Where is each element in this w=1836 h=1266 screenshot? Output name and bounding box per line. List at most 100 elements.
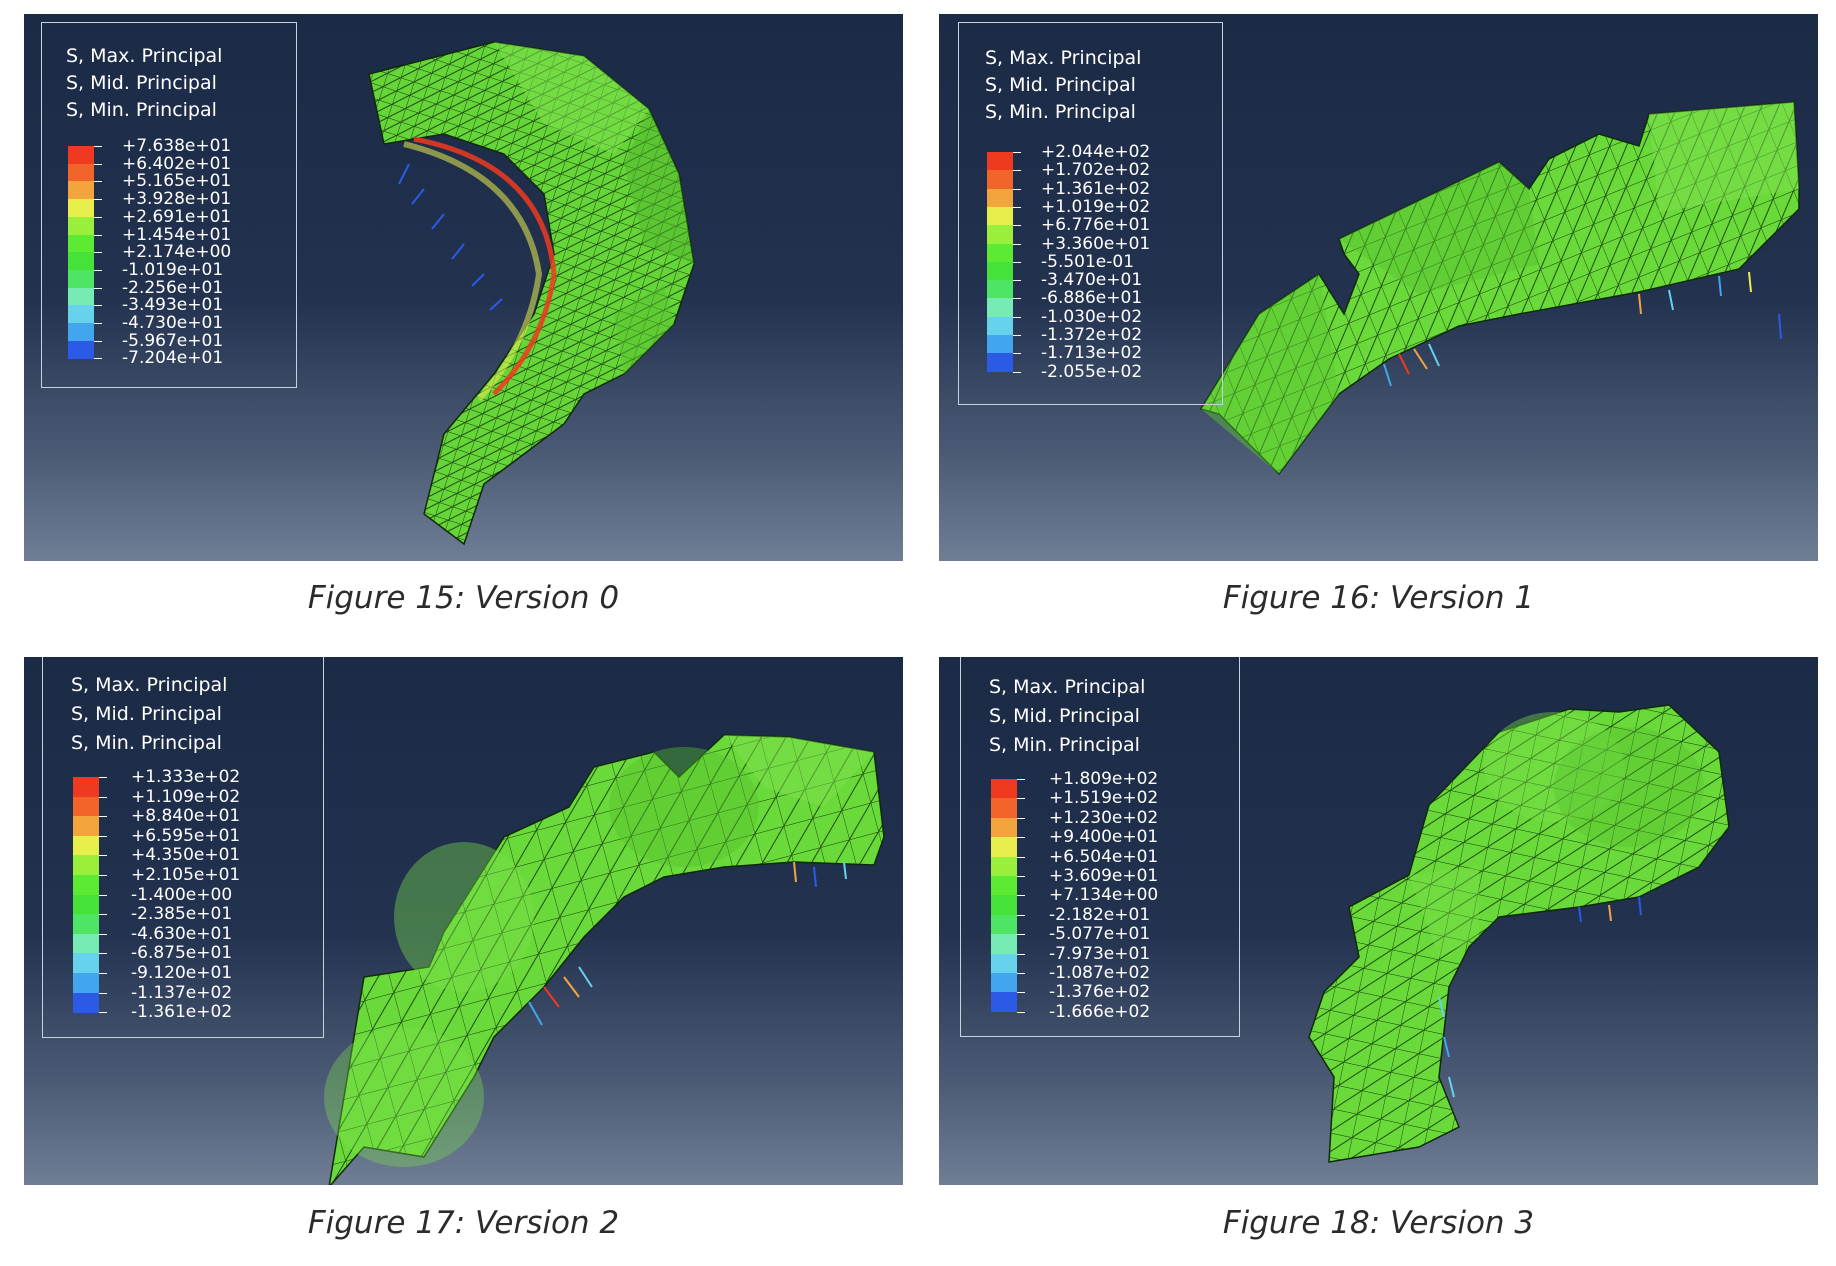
legend-value: -6.875e+01	[131, 943, 233, 964]
legend-tick	[1017, 973, 1025, 974]
legend-tick	[99, 914, 107, 916]
legend-swatch	[73, 973, 99, 994]
legend-value: -2.385e+01	[131, 904, 233, 925]
legend-tick	[94, 234, 102, 236]
legend-tick	[94, 181, 102, 183]
legend-tick	[1017, 779, 1025, 780]
legend-value: +7.134e+00	[1049, 885, 1159, 906]
legend-swatch	[991, 895, 1017, 916]
legend-value: -1.372e+02	[1041, 325, 1143, 345]
legend-swatch	[68, 146, 94, 165]
boundary-condition-markers	[528, 861, 847, 1026]
legend-swatch	[68, 287, 94, 306]
legend-swatch	[68, 269, 94, 289]
legend-swatch	[987, 298, 1013, 318]
legend-title-max: S, Max. Principal	[985, 47, 1142, 69]
part-body	[1308, 704, 1730, 1163]
legend-tick	[1013, 188, 1021, 190]
legend-swatch	[991, 837, 1017, 858]
legend-swatch	[68, 305, 94, 324]
legend-tick	[99, 777, 107, 778]
legend-tick	[1013, 335, 1021, 336]
legend-tick	[99, 816, 107, 818]
legend-tick	[94, 358, 102, 360]
legend-swatch	[987, 316, 1013, 336]
legend-tick	[99, 933, 107, 935]
legend-value: +4.350e+01	[131, 845, 241, 866]
legend-swatch	[991, 876, 1017, 896]
legend-tick	[94, 287, 102, 289]
legend-tick	[94, 269, 102, 271]
legend-swatch	[991, 817, 1017, 838]
legend-value: -1.137e+02	[131, 982, 233, 1003]
legend-swatch	[73, 855, 99, 876]
mesh-model-version-0	[368, 41, 695, 546]
figure-panel-18: S, Max. Principal S, Mid. Principal S, M…	[939, 657, 1818, 1185]
legend-value: -2.182e+01	[1049, 904, 1151, 925]
legend-tick	[99, 894, 107, 896]
legend-value: +9.400e+01	[1049, 827, 1159, 848]
legend-value: +2.044e+02	[1041, 142, 1151, 162]
legend-value: +6.595e+01	[131, 825, 241, 846]
boundary-condition-markers	[1438, 896, 1642, 1098]
legend-value: +1.109e+02	[131, 786, 241, 807]
legend-tick	[1013, 206, 1021, 208]
legend-swatch	[68, 252, 94, 271]
legend-value: +2.174e+00	[122, 242, 232, 263]
legend-tick	[1013, 152, 1021, 153]
mesh-model-version-2	[324, 734, 885, 1185]
legend-title-min: S, Min. Principal	[71, 732, 222, 754]
legend-title-min: S, Min. Principal	[66, 99, 217, 121]
contour-legend: S, Max. Principal S, Mid. Principal S, M…	[960, 657, 1240, 1037]
legend-value: +6.504e+01	[1049, 846, 1159, 867]
legend-swatch	[73, 777, 99, 798]
legend-swatch	[68, 163, 94, 182]
legend-tick	[1013, 261, 1021, 263]
legend-swatch	[73, 816, 99, 837]
legend-value: -4.630e+01	[131, 923, 233, 944]
legend-title-mid: S, Mid. Principal	[989, 705, 1140, 727]
legend-swatch	[987, 170, 1013, 190]
legend-value: +1.454e+01	[122, 224, 232, 245]
legend-swatch	[987, 261, 1013, 281]
legend-tick	[94, 199, 102, 201]
legend-value: +1.702e+02	[1041, 160, 1151, 181]
legend-value: -6.886e+01	[1041, 288, 1143, 309]
legend-tick	[1017, 1011, 1025, 1013]
legend-value: +3.360e+01	[1041, 233, 1151, 254]
legend-value: -1.376e+02	[1049, 982, 1151, 1003]
legend-swatch	[987, 225, 1013, 244]
legend-tick	[1017, 895, 1025, 897]
legend-value: +5.165e+01	[122, 171, 232, 192]
legend-tick	[1013, 225, 1021, 227]
legend-value: +1.019e+02	[1041, 196, 1151, 217]
legend-tick	[1013, 298, 1021, 300]
legend-value: +1.333e+02	[131, 767, 241, 787]
legend-swatch	[68, 181, 94, 200]
legend-title-mid: S, Mid. Principal	[71, 703, 222, 725]
legend-value: -1.666e+02	[1049, 1001, 1151, 1022]
legend-tick	[94, 146, 102, 147]
legend-value: -5.967e+01	[122, 330, 224, 351]
legend-value: +2.691e+01	[122, 206, 232, 227]
legend-swatch	[68, 323, 94, 342]
legend-title-max: S, Max. Principal	[71, 674, 228, 696]
legend-swatch	[73, 933, 99, 954]
legend-tick	[1017, 876, 1025, 877]
legend-tick	[94, 340, 102, 342]
boundary-condition-markers	[1383, 271, 1782, 387]
legend-swatch	[991, 856, 1017, 877]
legend-tick	[99, 973, 107, 974]
legend-value: -5.077e+01	[1049, 924, 1151, 945]
figure-panel-16: S, Max. Principal S, Mid. Principal S, M…	[939, 14, 1818, 561]
legend-tick	[94, 163, 102, 165]
legend-title-max: S, Max. Principal	[66, 45, 223, 67]
legend-swatch	[987, 206, 1013, 226]
legend-swatch	[73, 953, 99, 974]
legend-tick	[99, 835, 107, 837]
legend-tick	[1013, 353, 1021, 355]
legend-swatch	[987, 188, 1013, 208]
legend-title-mid: S, Mid. Principal	[985, 74, 1136, 96]
legend-swatch	[991, 953, 1017, 974]
legend-value: +3.609e+01	[1049, 866, 1159, 886]
